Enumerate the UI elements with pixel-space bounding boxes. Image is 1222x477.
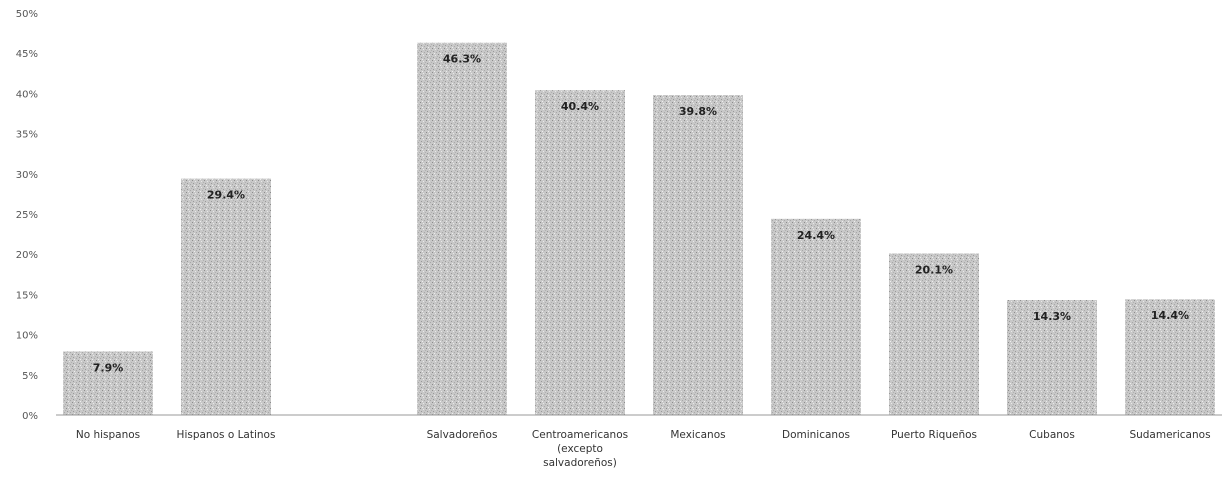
x-tick-label-line: Sudamericanos [1129, 429, 1210, 441]
x-tick-label: No hispanos [76, 429, 140, 441]
data-label: 20.1% [915, 263, 953, 276]
data-label: 39.8% [679, 105, 717, 118]
x-tick-label-line: (excepto [557, 443, 603, 455]
x-tick-label-line: Mexicanos [670, 429, 725, 441]
bar [1125, 299, 1215, 415]
bar [535, 90, 625, 416]
y-tick-label: 45% [16, 49, 38, 60]
x-tick-label-line: Centroamericanos [532, 429, 628, 441]
bar [889, 253, 979, 415]
x-tick-label: Puerto Riqueños [891, 429, 977, 441]
y-tick-label: 30% [16, 170, 38, 181]
y-tick-label: 5% [22, 371, 38, 382]
x-axis-labels: No hispanos Hispanos o Latinos Salvadoreño… [76, 429, 1211, 469]
data-label: 14.4% [1151, 309, 1189, 322]
x-tick-label: Hispanos o Latinos [177, 429, 276, 441]
y-tick-label: 0% [22, 411, 38, 422]
x-tick-label: Dominicanos [782, 429, 850, 441]
x-tick-label: Mexicanos [670, 429, 725, 441]
x-tick-label-line: Dominicanos [782, 429, 850, 441]
y-tick-label: 15% [16, 290, 38, 301]
y-tick-label: 35% [16, 130, 38, 141]
bar [771, 218, 861, 415]
y-tick-label: 25% [16, 210, 38, 221]
bar [1007, 300, 1097, 415]
y-tick-label: 40% [16, 89, 38, 100]
x-tick-label-line: Salvadoreños [427, 429, 498, 441]
data-label: 14.3% [1033, 310, 1071, 323]
x-tick-label-line: Cubanos [1029, 429, 1075, 441]
x-tick-label: Salvadoreños [427, 429, 498, 441]
bar [653, 95, 743, 416]
x-tick-label: Cubanos [1029, 429, 1075, 441]
y-tick-label: 50% [16, 9, 38, 20]
x-tick-label-line: Puerto Riqueños [891, 429, 977, 441]
x-tick-label: Sudamericanos [1129, 429, 1210, 441]
data-label: 46.3% [443, 53, 481, 66]
bar [417, 42, 507, 416]
bars [63, 42, 1215, 416]
x-tick-label: Centroamericanos (excepto salvadoreños) [532, 429, 628, 469]
data-label: 29.4% [207, 189, 245, 202]
data-label: 40.4% [561, 100, 599, 113]
y-tick-label: 20% [16, 250, 38, 261]
y-axis: 0% 5% 10% 15% 20% 25% 30% 35% 40% 45% 50% [16, 9, 38, 422]
data-label: 7.9% [93, 361, 124, 374]
x-tick-label-line: salvadoreños) [543, 457, 617, 469]
x-tick-label-line: Hispanos o Latinos [177, 429, 276, 441]
y-tick-label: 10% [16, 331, 38, 342]
x-tick-label-line: No hispanos [76, 429, 140, 441]
bar [63, 351, 153, 415]
data-label: 24.4% [797, 229, 835, 242]
bar [181, 178, 271, 415]
data-labels: 7.9% 29.4% 46.3% 40.4% 39.8% 24.4% 20.1% 14.3% 1… [93, 53, 1189, 375]
